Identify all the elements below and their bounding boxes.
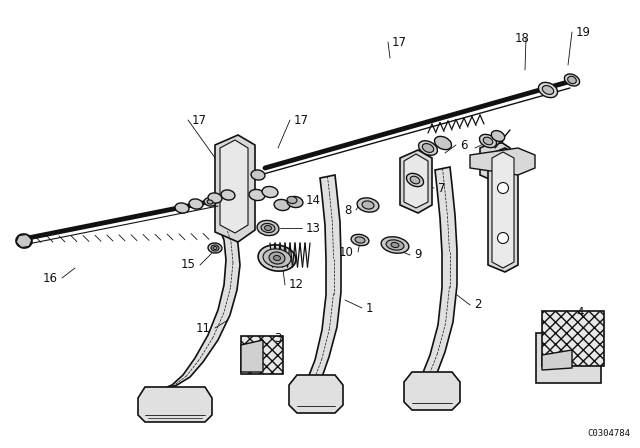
Text: 7: 7 [438,181,445,194]
Ellipse shape [287,196,303,207]
Bar [536,333,600,383]
Text: 16: 16 [43,271,58,284]
Text: 4: 4 [576,306,584,319]
Ellipse shape [211,245,219,251]
Text: 1: 1 [366,302,374,314]
Ellipse shape [357,198,379,212]
Text: C0304784: C0304784 [587,429,630,438]
Ellipse shape [262,186,278,198]
Text: 6: 6 [460,138,467,151]
Ellipse shape [542,86,554,95]
Ellipse shape [208,193,222,203]
Ellipse shape [483,137,493,145]
Text: 5: 5 [496,134,504,146]
Circle shape [497,233,509,244]
Ellipse shape [221,190,235,200]
Bar [542,310,604,366]
Ellipse shape [269,252,285,264]
Ellipse shape [204,198,216,206]
Ellipse shape [492,130,505,142]
Text: 9: 9 [414,249,422,262]
Ellipse shape [274,199,290,211]
Ellipse shape [435,136,452,150]
Text: 8: 8 [344,203,352,216]
Polygon shape [308,175,341,378]
Polygon shape [138,387,212,422]
Text: 18: 18 [515,31,529,44]
Polygon shape [480,140,510,183]
Ellipse shape [258,245,296,271]
Polygon shape [492,152,514,268]
Text: 2: 2 [474,298,481,311]
Ellipse shape [251,170,265,180]
Ellipse shape [261,224,275,233]
Ellipse shape [355,237,365,243]
Ellipse shape [208,243,222,253]
Text: 17: 17 [392,35,407,48]
Text: 11: 11 [196,322,211,335]
Ellipse shape [351,234,369,246]
Ellipse shape [381,237,409,253]
Ellipse shape [16,234,32,248]
Ellipse shape [213,246,217,250]
Polygon shape [542,350,572,370]
Bar [241,336,283,374]
Ellipse shape [386,240,404,250]
Ellipse shape [479,134,497,148]
Ellipse shape [391,242,399,248]
Ellipse shape [362,201,374,209]
Ellipse shape [249,190,265,201]
Ellipse shape [263,249,291,267]
Ellipse shape [189,199,203,209]
Polygon shape [422,167,457,375]
Polygon shape [215,135,255,242]
Polygon shape [470,148,535,175]
Text: 10: 10 [339,246,354,258]
Text: 17: 17 [294,113,309,126]
Circle shape [497,182,509,194]
Polygon shape [404,154,428,208]
Ellipse shape [264,225,271,231]
Ellipse shape [175,203,189,213]
Ellipse shape [207,200,213,204]
Polygon shape [400,150,432,213]
Text: 12: 12 [289,279,304,292]
Ellipse shape [257,220,279,236]
Ellipse shape [538,82,557,98]
Ellipse shape [419,141,438,155]
Text: 19: 19 [576,26,591,39]
Ellipse shape [568,76,577,84]
Polygon shape [488,148,518,272]
Ellipse shape [273,255,280,261]
Ellipse shape [406,173,424,187]
Ellipse shape [287,197,297,203]
Polygon shape [220,140,248,233]
Text: 13: 13 [306,221,321,234]
Ellipse shape [564,74,580,86]
Polygon shape [152,230,240,390]
Ellipse shape [410,176,420,184]
Text: 17: 17 [192,113,207,126]
Polygon shape [404,372,460,410]
Text: 15: 15 [181,258,196,271]
Polygon shape [241,340,263,372]
Text: 14: 14 [306,194,321,207]
Polygon shape [289,375,343,413]
Text: 3: 3 [274,332,282,345]
Ellipse shape [422,143,434,152]
